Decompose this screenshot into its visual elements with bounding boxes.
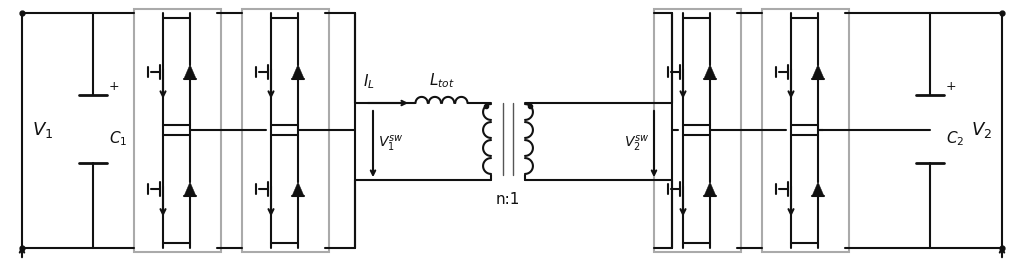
Text: $V_1$: $V_1$	[32, 120, 53, 140]
Text: $L_{tot}$: $L_{tot}$	[429, 71, 455, 90]
Text: $C_2$: $C_2$	[946, 130, 965, 148]
Polygon shape	[705, 182, 716, 196]
Text: +: +	[946, 80, 956, 93]
Polygon shape	[292, 182, 304, 196]
Text: $C_1$: $C_1$	[109, 130, 127, 148]
Text: +: +	[109, 80, 120, 93]
Text: $V_2^{sw}$: $V_2^{sw}$	[624, 134, 649, 154]
Polygon shape	[705, 64, 716, 79]
Polygon shape	[292, 64, 304, 79]
Polygon shape	[812, 182, 824, 196]
Text: $I_L$: $I_L$	[362, 72, 375, 91]
Polygon shape	[184, 182, 196, 196]
Text: $V_1^{sw}$: $V_1^{sw}$	[378, 134, 403, 154]
Text: n:1: n:1	[496, 193, 520, 207]
Polygon shape	[184, 64, 196, 79]
Text: $V_2$: $V_2$	[971, 120, 992, 140]
Polygon shape	[812, 64, 824, 79]
